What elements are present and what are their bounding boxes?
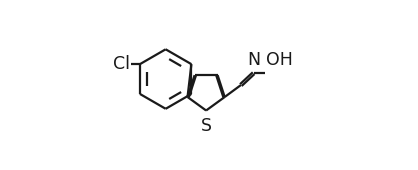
Text: N: N <box>247 51 260 69</box>
Text: OH: OH <box>265 51 292 69</box>
Text: Cl: Cl <box>113 55 130 73</box>
Text: S: S <box>201 117 212 135</box>
